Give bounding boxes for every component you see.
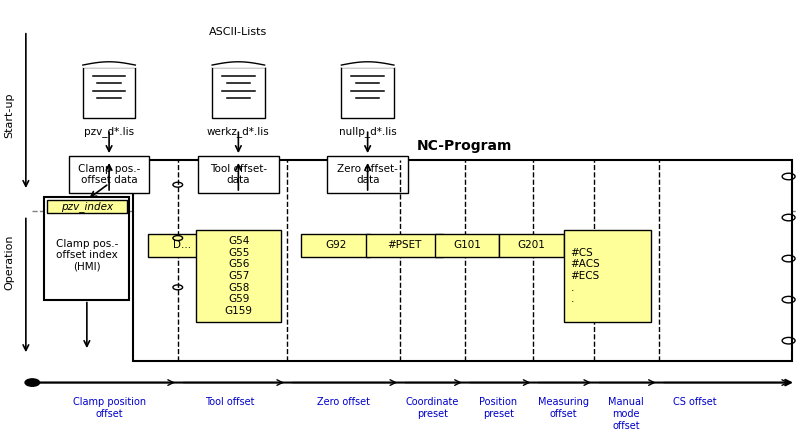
Polygon shape [341, 67, 394, 118]
Text: CS offset: CS offset [673, 397, 717, 407]
Text: Position
preset: Position preset [479, 397, 518, 419]
Text: Clamp pos.-
offset index
(HMI): Clamp pos.- offset index (HMI) [56, 239, 118, 271]
Polygon shape [83, 67, 136, 118]
Text: NC-Program: NC-Program [417, 139, 512, 153]
Text: Coordinate
preset: Coordinate preset [406, 397, 459, 419]
FancyBboxPatch shape [196, 230, 281, 322]
Polygon shape [212, 67, 265, 118]
FancyBboxPatch shape [301, 234, 370, 256]
Text: D...: D... [173, 240, 191, 250]
FancyBboxPatch shape [69, 156, 149, 193]
Text: Clamp position
offset: Clamp position offset [73, 397, 145, 419]
FancyBboxPatch shape [148, 234, 217, 256]
Text: ASCII-Lists: ASCII-Lists [209, 27, 267, 37]
FancyBboxPatch shape [366, 234, 443, 256]
Text: Tool offset-
data: Tool offset- data [210, 164, 267, 185]
Text: G101: G101 [453, 240, 481, 250]
Circle shape [25, 379, 40, 386]
Text: G54
G55
G56
G57
G58
G59
G159: G54 G55 G56 G57 G58 G59 G159 [225, 236, 253, 316]
Text: #CS
#ACS
#ECS
.
.: #CS #ACS #ECS . . [570, 248, 600, 304]
Text: G201: G201 [518, 240, 545, 250]
Text: G92: G92 [325, 240, 347, 250]
Text: Tool offset: Tool offset [205, 397, 255, 407]
FancyBboxPatch shape [47, 200, 127, 213]
Text: pzv_index: pzv_index [61, 201, 113, 212]
Text: nullp_d*.lis: nullp_d*.lis [339, 126, 397, 137]
FancyBboxPatch shape [327, 156, 408, 193]
Text: werkz_d*.lis: werkz_d*.lis [207, 126, 270, 137]
Text: Zero offset: Zero offset [317, 397, 370, 407]
FancyBboxPatch shape [499, 234, 564, 256]
Text: Manual
mode
offset: Manual mode offset [608, 397, 644, 430]
FancyBboxPatch shape [564, 230, 651, 322]
FancyBboxPatch shape [44, 197, 129, 300]
Text: Operation: Operation [5, 235, 15, 291]
Text: Measuring
offset: Measuring offset [537, 397, 589, 419]
Text: Zero offset-
data: Zero offset- data [337, 164, 398, 185]
Text: Clamp pos.-
offset data: Clamp pos.- offset data [78, 164, 141, 185]
Text: #PSET: #PSET [387, 240, 422, 250]
FancyBboxPatch shape [435, 234, 499, 256]
Text: Start-up: Start-up [5, 92, 15, 138]
FancyBboxPatch shape [198, 156, 279, 193]
FancyBboxPatch shape [133, 160, 792, 361]
Text: pzv_d*.lis: pzv_d*.lis [84, 126, 134, 137]
